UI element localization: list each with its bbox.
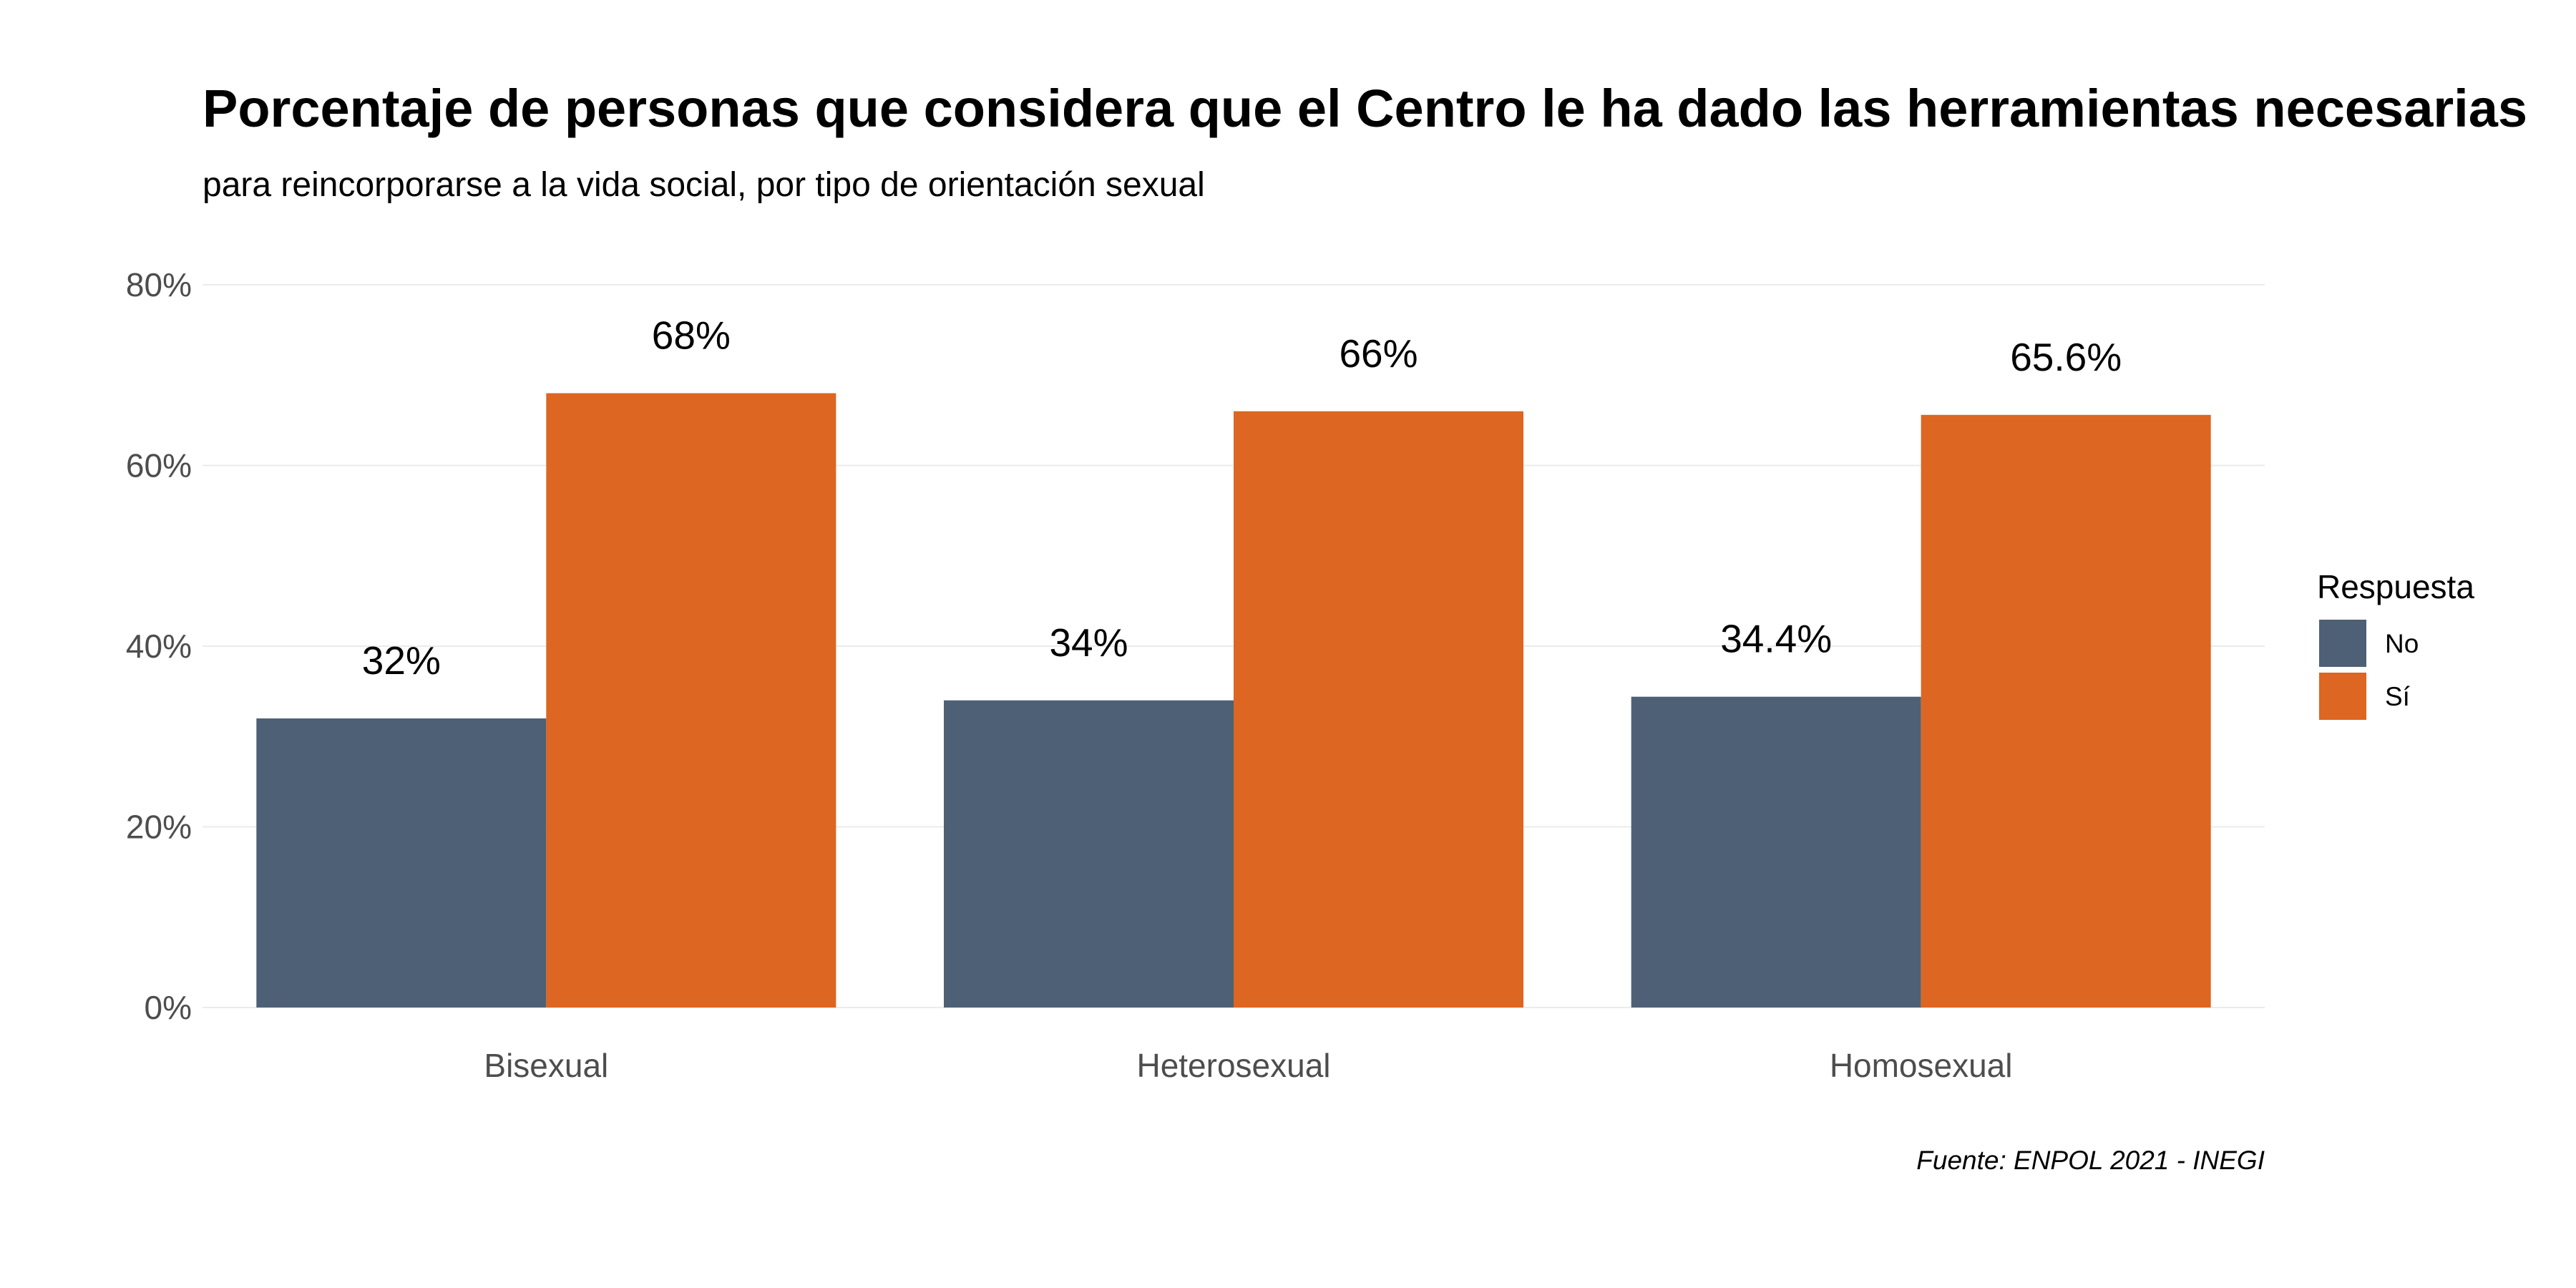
legend-key-no	[2319, 620, 2366, 667]
x-tick-label: Bisexual	[484, 1047, 608, 1084]
y-tick-label: 0%	[145, 989, 192, 1026]
y-tick-label: 80%	[126, 266, 192, 303]
chart-title: Porcentaje de personas que considera que…	[203, 79, 2527, 138]
y-tick-label: 40%	[126, 628, 192, 665]
y-tick-label: 60%	[126, 447, 192, 484]
legend-label: Sí	[2385, 682, 2411, 711]
bar-sí-homosexual	[1921, 414, 2211, 1008]
data-labels: 32% 68% 34% 66% 34.4% 65.6%	[362, 313, 2122, 683]
data-label: 66%	[1339, 331, 1418, 376]
legend-label: No	[2385, 629, 2419, 658]
x-tick-label: Heterosexual	[1136, 1047, 1330, 1084]
bar-no-bisexual	[256, 718, 547, 1008]
bars	[256, 393, 2211, 1008]
y-tick-label: 20%	[126, 809, 192, 846]
y-axis-ticks: 0% 20% 40% 60% 80%	[126, 266, 192, 1026]
x-axis-ticks: Bisexual Heterosexual Homosexual	[484, 1047, 2012, 1084]
data-label: 34%	[1049, 620, 1128, 665]
data-label: 65.6%	[2010, 335, 2122, 379]
legend-title: Respuesta	[2317, 568, 2474, 605]
bar-no-homosexual	[1631, 696, 1921, 1008]
chart-caption: Fuente: ENPOL 2021 - INEGI	[1916, 1146, 2265, 1175]
bar-sí-bisexual	[546, 393, 836, 1008]
x-tick-label: Homosexual	[1830, 1047, 2013, 1084]
chart-subtitle: para reincorporarse a la vida social, po…	[203, 166, 1205, 204]
bar-sí-heterosexual	[1234, 411, 1523, 1008]
legend: Respuesta No Sí	[2317, 568, 2474, 720]
data-label: 68%	[652, 313, 731, 358]
data-label: 32%	[362, 638, 441, 683]
bar-no-heterosexual	[944, 700, 1234, 1008]
data-label: 34.4%	[1720, 617, 1832, 661]
legend-key-sí	[2319, 673, 2366, 720]
